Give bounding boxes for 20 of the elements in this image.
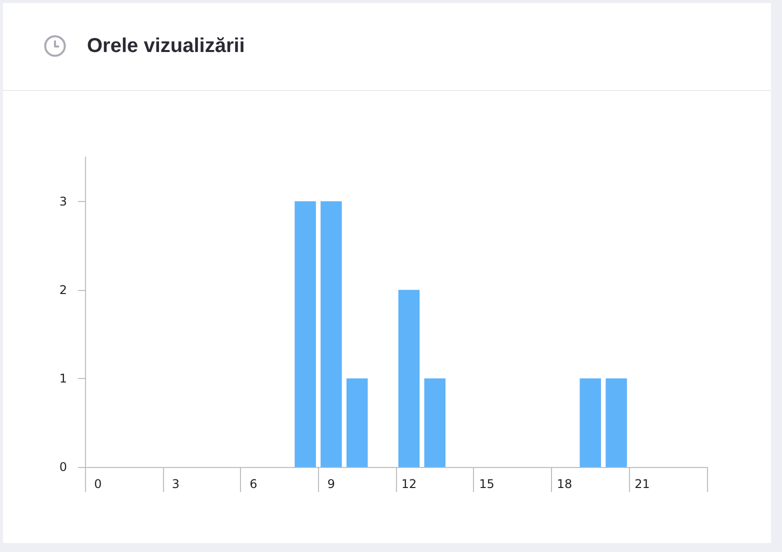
x-tick-label: 21 [634,477,650,491]
y-tick-label: 2 [59,282,67,297]
x-tick-label: 18 [556,477,572,491]
bar [320,201,342,467]
x-tick-label: 3 [172,477,180,491]
y-tick-label: 3 [59,194,67,208]
y-tick-label: 0 [59,460,67,474]
bar [294,201,316,467]
x-tick-label: 15 [479,477,494,491]
bar [346,378,368,467]
chart-title: Orele vizualizării [87,34,245,59]
bar [606,378,627,467]
x-tick-label: 12 [401,477,417,491]
x-tick-label: 6 [250,477,258,491]
bar [580,378,601,467]
y-tick-label: 1 [59,371,67,386]
x-tick-label: 0 [94,477,102,491]
x-tick-label: 9 [327,477,336,491]
bar [424,378,446,467]
bar [398,290,420,467]
